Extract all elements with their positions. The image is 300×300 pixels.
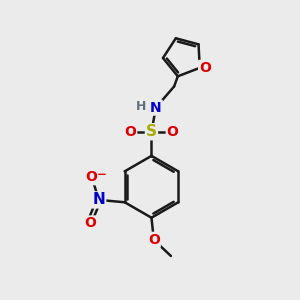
Text: O: O bbox=[124, 125, 136, 139]
Text: −: − bbox=[97, 168, 107, 181]
Text: O: O bbox=[84, 217, 96, 230]
Text: O: O bbox=[85, 170, 97, 184]
Text: O: O bbox=[167, 125, 178, 139]
Text: O: O bbox=[148, 233, 160, 247]
Text: S: S bbox=[146, 124, 157, 139]
Text: N: N bbox=[150, 100, 162, 115]
Text: O: O bbox=[199, 61, 211, 75]
Text: N: N bbox=[92, 192, 105, 207]
Text: H: H bbox=[135, 100, 146, 112]
